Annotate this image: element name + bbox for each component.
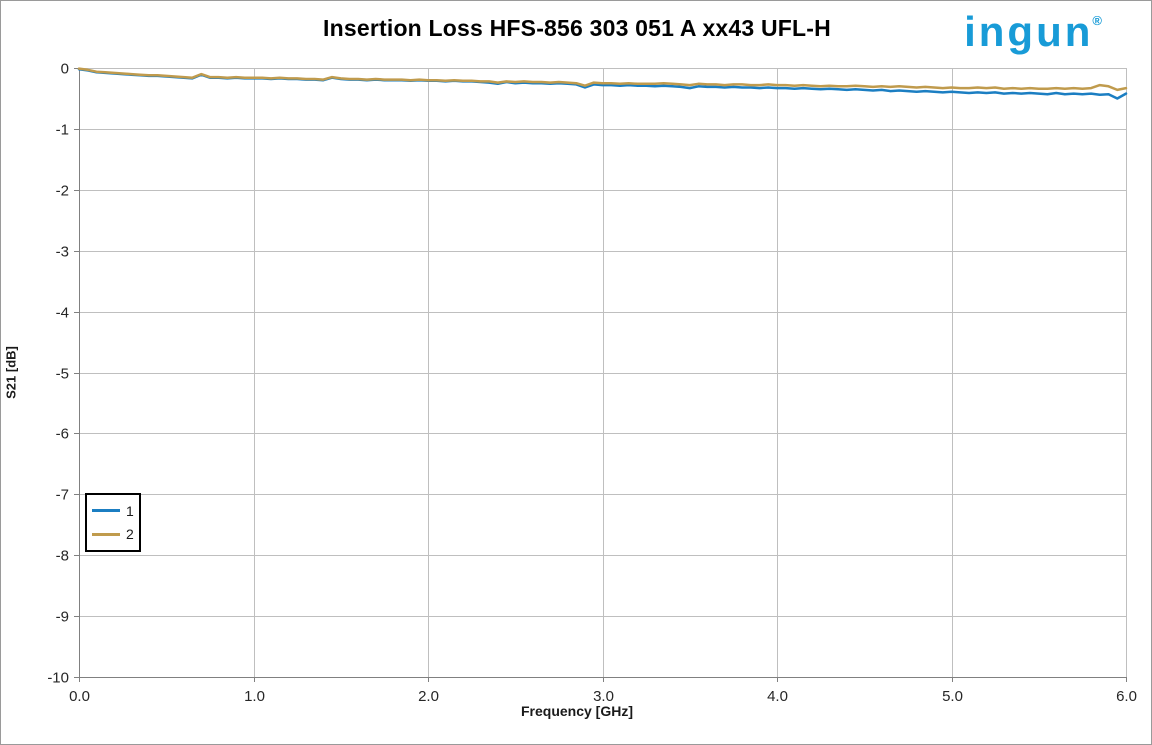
ingun-logo-text: ingun <box>964 8 1094 55</box>
x-tick-label: 4.0 <box>767 688 788 705</box>
series-line-2 <box>77 67 1128 92</box>
registered-trademark-icon: ® <box>1092 13 1102 28</box>
legend-label: 2 <box>126 526 134 543</box>
chart-title: Insertion Loss HFS-856 303 051 A xx43 UF… <box>323 15 831 41</box>
y-tick-label: -1 <box>56 122 69 139</box>
y-tick-label: 0 <box>61 61 69 78</box>
y-tick-label: -6 <box>56 426 69 443</box>
x-tick-label: 5.0 <box>942 688 963 705</box>
x-axis-label: Frequency [GHz] <box>520 703 633 719</box>
y-tick-label: -4 <box>56 305 69 322</box>
legend-line-swatch <box>92 509 120 513</box>
x-tick-label: 2.0 <box>418 688 439 705</box>
y-tick-label: -5 <box>56 366 69 383</box>
legend-line-swatch <box>92 532 120 536</box>
y-axis-label: S21 [dB] <box>3 346 19 399</box>
y-tick-label: -10 <box>47 670 69 687</box>
x-tick-label: 3.0 <box>593 688 614 705</box>
y-tick-label: -7 <box>56 487 69 504</box>
y-tick-label: -8 <box>56 548 69 565</box>
legend-entry-1: 1 <box>92 504 134 518</box>
x-tick-label: 6.0 <box>1116 688 1137 705</box>
ingun-logo: ingun® <box>964 5 1103 54</box>
y-tick-label: -3 <box>56 244 69 261</box>
y-tick-label: -2 <box>56 183 69 200</box>
x-tick-label: 1.0 <box>244 688 265 705</box>
legend-label: 1 <box>126 502 134 519</box>
y-tick-label: -9 <box>56 609 69 626</box>
legend-entry-2: 2 <box>92 527 134 541</box>
x-tick-label: 0.0 <box>69 688 90 705</box>
